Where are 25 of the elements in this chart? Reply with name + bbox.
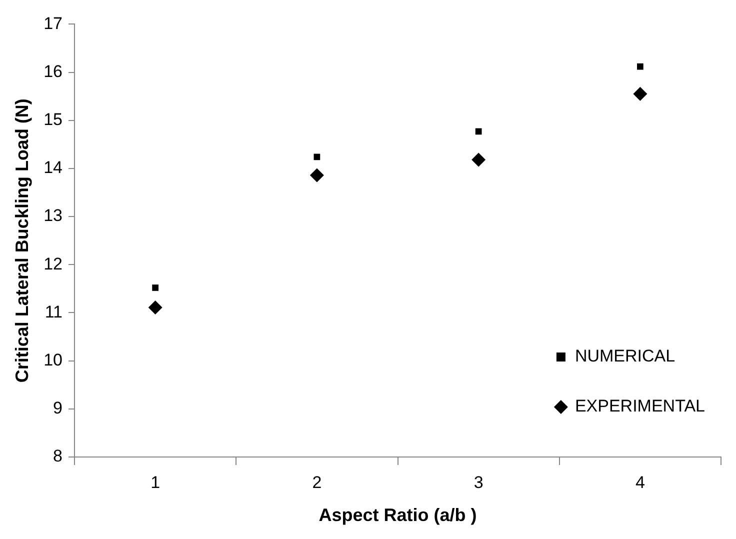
point <box>148 300 162 314</box>
x-tick-label: 3 <box>474 472 484 492</box>
y-tick-label: 11 <box>44 302 63 322</box>
point <box>152 284 159 291</box>
legend-label: NUMERICAL <box>574 346 676 366</box>
legend-label: EXPERIMENTAL <box>574 396 706 416</box>
point <box>310 168 324 182</box>
y-tick-label: 15 <box>44 110 63 130</box>
y-tick-label: 13 <box>44 206 63 226</box>
x-axis-title: Aspect Ratio (a/b ) <box>318 505 477 526</box>
x-tick-label: 4 <box>635 472 645 492</box>
x-tick-label: 1 <box>150 472 160 492</box>
x-tick-label: 2 <box>312 472 322 492</box>
y-tick-label: 16 <box>44 62 63 81</box>
point <box>472 152 486 167</box>
point <box>637 63 644 70</box>
y-tick-label: 10 <box>44 350 63 370</box>
point <box>314 154 320 160</box>
point <box>633 86 648 101</box>
y-tick-label: 9 <box>53 398 63 418</box>
y-tick-label: 17 <box>44 14 63 33</box>
y-axis-title: Critical Lateral Buckling Load (N) <box>12 98 32 383</box>
y-tick-label: 8 <box>53 446 63 466</box>
y-tick-label: 12 <box>44 254 63 274</box>
y-tick-label: 14 <box>44 158 63 178</box>
